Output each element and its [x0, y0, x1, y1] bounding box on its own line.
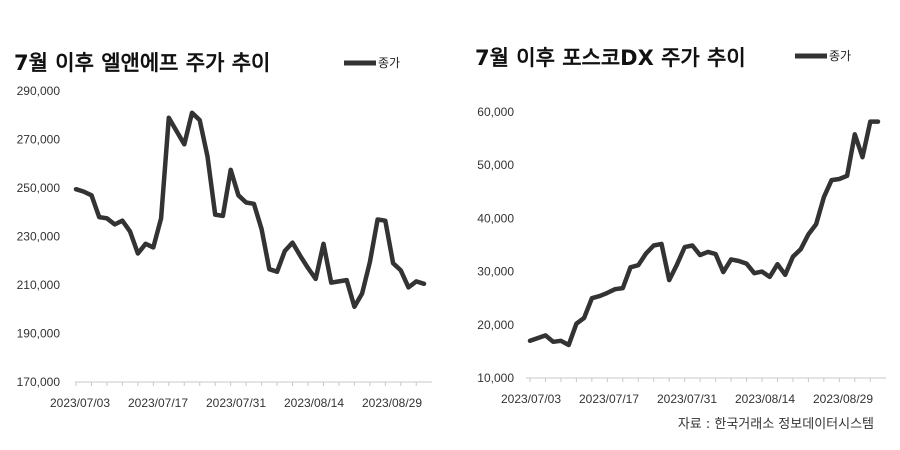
- left-series-line: [73, 110, 427, 310]
- right-y-tick-label: 20,000: [477, 318, 514, 332]
- right-x-tick-label: 2023/07/31: [657, 392, 717, 406]
- left-x-ticks: 2023/07/03 2023/07/17 2023/07/31 2023/08/14…: [50, 396, 422, 410]
- left-y-tick-label: 290,000: [17, 84, 61, 98]
- right-chart-title: 7월 이후 포스코DX 주가 추이: [475, 46, 746, 70]
- right-y-tick-label: 50,000: [477, 158, 514, 172]
- left-x-tick-label: 2023/08/29: [362, 396, 422, 410]
- left-y-tick-label: 190,000: [17, 327, 61, 341]
- right-y-tick-label: 60,000: [477, 105, 514, 119]
- right-x-tick-marks: [529, 378, 871, 382]
- right-y-tick-label: 10,000: [477, 371, 514, 385]
- left-y-tick-label: 210,000: [17, 278, 61, 292]
- left-chart: 7월 이후 엘앤에프 주가 추이 종가 290,000 270,000 250,00…: [14, 51, 432, 410]
- left-y-tick-label: 230,000: [17, 230, 61, 244]
- left-y-tick-label: 170,000: [17, 375, 61, 389]
- right-x-ticks: 2023/07/03 2023/07/17 2023/07/31 2023/08/14…: [501, 392, 873, 406]
- right-legend-label: 종가: [829, 49, 851, 63]
- right-x-tick-label: 2023/07/17: [579, 392, 639, 406]
- right-series-line: [527, 119, 881, 348]
- left-x-tick-label: 2023/07/31: [206, 396, 266, 410]
- right-chart: 7월 이후 포스코DX 주가 추이 종가 60,000 50,000 40,000 3…: [475, 46, 886, 406]
- left-y-tick-label: 250,000: [17, 181, 61, 195]
- right-x-tick-label: 2023/08/14: [735, 392, 795, 406]
- left-x-tick-label: 2023/07/17: [128, 396, 188, 410]
- right-y-tick-label: 30,000: [477, 265, 514, 279]
- left-y-tick-label: 270,000: [17, 133, 61, 147]
- right-x-tick-label: 2023/07/03: [501, 392, 561, 406]
- right-y-ticks: 60,000 50,000 40,000 30,000 20,000 10,000: [477, 105, 514, 385]
- left-legend-label: 종가: [378, 56, 400, 70]
- right-x-tick-label: 2023/08/29: [813, 392, 873, 406]
- left-x-tick-marks: [75, 382, 417, 386]
- left-chart-title: 7월 이후 엘앤에프 주가 추이: [14, 51, 270, 75]
- right-y-tick-label: 40,000: [477, 211, 514, 225]
- left-y-ticks: 290,000 270,000 250,000 230,000 210,000 190,0…: [17, 84, 61, 389]
- left-x-tick-label: 2023/07/03: [50, 396, 110, 410]
- source-note: 자료 : 한국거래소 정보데이터시스템: [678, 417, 874, 432]
- left-x-tick-label: 2023/08/14: [284, 396, 344, 410]
